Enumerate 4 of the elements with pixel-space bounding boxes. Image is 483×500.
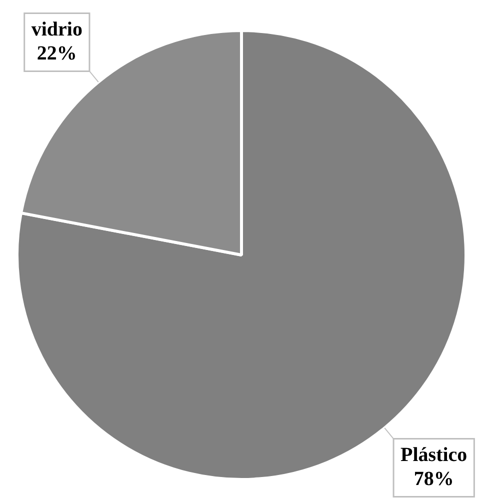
slice-label: vidrio <box>31 18 82 40</box>
slice-label: Plástico <box>400 444 468 466</box>
data-label: 22% <box>36 42 77 64</box>
data-label: 78% <box>414 468 454 490</box>
